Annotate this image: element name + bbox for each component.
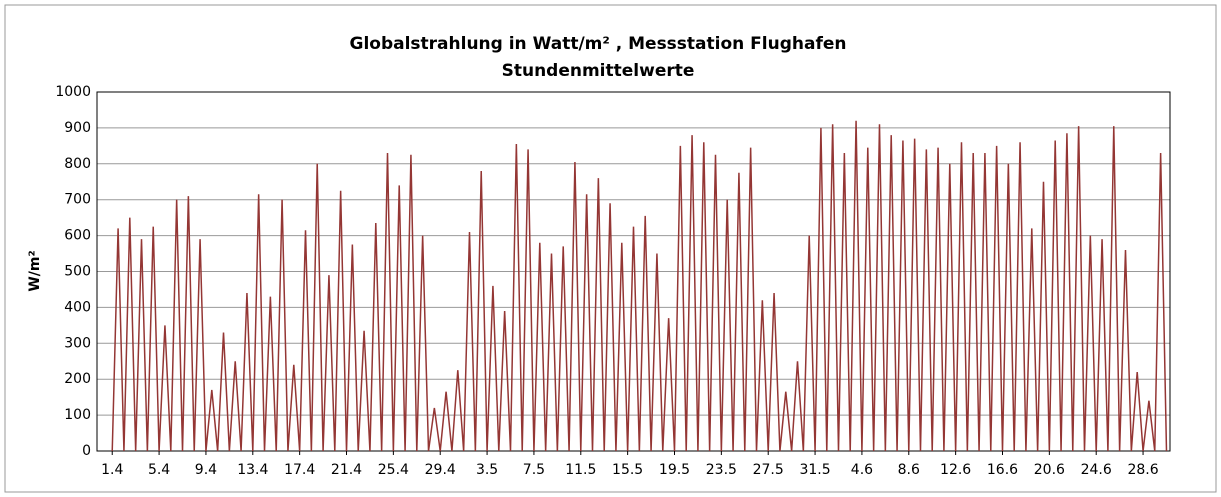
chart-title: Globalstrahlung in Watt/m² , Messstation… [349,34,846,54]
x-tick-label: 27.5 [753,462,784,478]
y-tick-label: 700 [64,192,91,208]
y-tick-label: 200 [64,371,91,387]
y-tick-label: 100 [64,407,91,423]
x-tick-label: 28.6 [1127,462,1158,478]
x-tick-label: 13.4 [237,462,268,478]
x-tick-label: 8.6 [898,462,920,478]
x-tick-label: 16.6 [987,462,1018,478]
y-tick-label: 800 [64,156,91,172]
x-tick-label: 12.6 [940,462,971,478]
x-tick-label: 23.5 [706,462,737,478]
x-tick-label: 7.5 [523,462,545,478]
y-tick-label: 300 [64,335,91,351]
plot-area [96,91,1171,452]
x-tick-label: 15.5 [612,462,643,478]
x-tick-label: 21.4 [331,462,362,478]
x-tick-label: 11.5 [565,462,596,478]
y-tick-label: 900 [64,120,91,136]
x-tick-label: 29.4 [425,462,456,478]
y-tick-label: 400 [64,299,91,315]
y-tick-label: 1000 [55,84,91,100]
y-tick-label: 0 [82,443,91,459]
x-tick-label: 1.4 [101,462,123,478]
x-tick-label: 20.6 [1034,462,1065,478]
y-tick-label: 600 [64,228,91,244]
x-tick-label: 19.5 [659,462,690,478]
x-tick-label: 17.4 [284,462,315,478]
y-tick-label: 500 [64,264,91,280]
x-tick-label: 25.4 [378,462,409,478]
y-axis-label: W/m² [27,250,43,291]
x-tick-label: 4.6 [851,462,873,478]
chart-subtitle: Stundenmittelwerte [502,61,695,81]
x-tick-label: 9.4 [195,462,217,478]
x-tick-label: 24.6 [1081,462,1112,478]
x-tick-label: 5.4 [148,462,170,478]
x-tick-label: 3.5 [476,462,498,478]
data-line [111,120,1168,452]
x-tick-label: 31.5 [799,462,830,478]
